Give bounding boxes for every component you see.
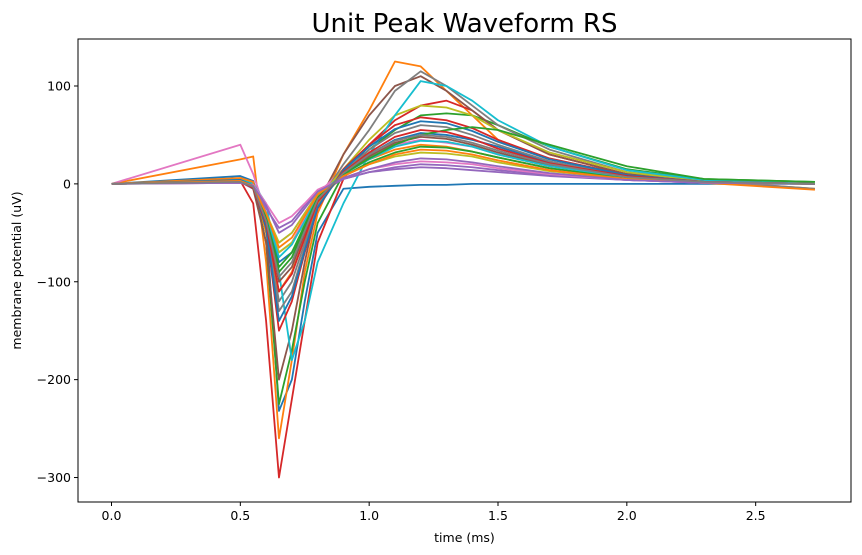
chart-title: Unit Peak Waveform RS [311,9,617,39]
series-line-21 [111,120,815,322]
series-line-10 [111,80,815,361]
x-tick-label: 0.0 [102,508,122,523]
series-line-24 [111,148,815,249]
x-tick-label: 2.5 [746,508,766,523]
series-line-6 [111,75,815,381]
y-tick-label: −200 [37,372,71,387]
series-line-22 [111,126,815,268]
series-line-15 [111,163,815,229]
y-tick-label: 100 [47,78,71,93]
x-tick-label: 1.0 [359,508,379,523]
y-tick-label: −300 [37,470,71,485]
x-tick-label: 1.5 [488,508,508,523]
plot-frame [77,38,852,503]
plot-lines [111,60,815,479]
series-line-25 [111,157,815,234]
series-line-3 [111,112,815,406]
y-tick-label: 0 [63,176,71,191]
series-line-13 [111,145,815,273]
series-line-20 [111,139,815,259]
x-tick-label: 0.5 [230,508,250,523]
y-axis-label: membrane potential (uV) [9,191,24,349]
series-line-7 [111,138,815,254]
series-line-17 [111,160,815,224]
y-axis-ticks: −300 −200 −100 0 100 [37,78,78,485]
series-line-4 [111,99,815,479]
series-line-1 [111,175,815,412]
series-line-2 [111,60,815,440]
series-line-16 [111,135,815,283]
x-axis-label: time (ms) [434,530,495,545]
y-tick-label: −100 [37,274,71,289]
x-axis-ticks: 0.0 0.5 1.0 1.5 2.0 2.5 [102,502,766,523]
series-line-26 [111,134,815,278]
series-line-23 [111,129,815,293]
x-tick-label: 2.0 [617,508,637,523]
